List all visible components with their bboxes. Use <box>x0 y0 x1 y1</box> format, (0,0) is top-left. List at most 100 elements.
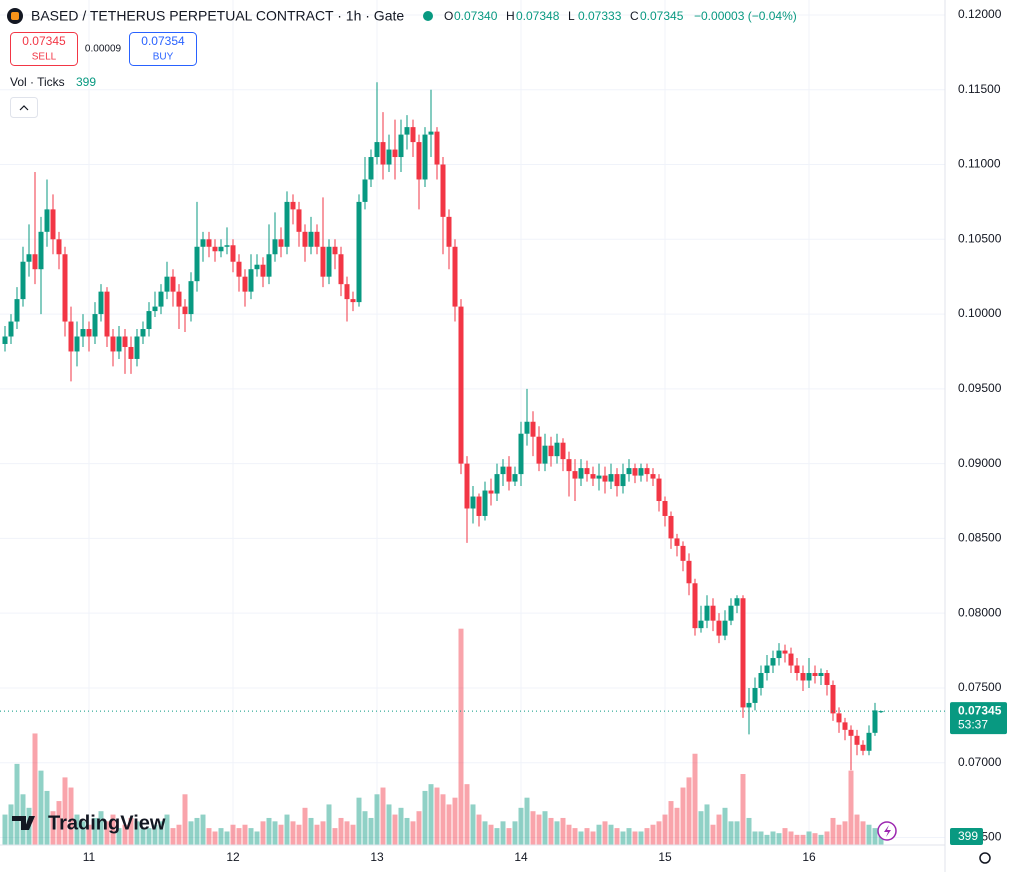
candle-body <box>500 466 506 475</box>
candle-body <box>554 442 560 457</box>
volume-bar <box>500 821 506 845</box>
volume-bar <box>176 824 182 845</box>
volume-bar <box>872 828 878 845</box>
volume-bar <box>350 824 356 845</box>
volume-bar <box>200 814 206 845</box>
candle-body <box>764 665 770 674</box>
chart-title: BASED / TETHERUS PERPETUAL CONTRACT · 1h… <box>31 8 404 24</box>
candle-body <box>548 445 554 457</box>
candle-body <box>236 261 242 277</box>
y-tick-label: 0.11500 <box>958 82 1001 96</box>
y-tick-label: 0.08500 <box>958 531 1002 545</box>
volume-bar <box>380 787 386 845</box>
candle-body <box>20 261 26 300</box>
volume-bar <box>398 807 404 845</box>
candle-layer <box>2 82 884 771</box>
candle-body <box>734 598 740 606</box>
candle-body <box>512 474 518 482</box>
candle-body <box>488 490 494 494</box>
candle-body <box>326 246 332 277</box>
candle-body <box>140 329 146 337</box>
candle-body <box>506 466 512 482</box>
collapse-button[interactable] <box>10 97 38 118</box>
volume-bar <box>314 824 320 845</box>
candle-body <box>308 231 314 247</box>
volume-bar <box>278 824 284 845</box>
candle-body <box>854 735 860 745</box>
candle-body <box>416 142 422 180</box>
volume-bar <box>824 831 830 845</box>
volume-bar <box>368 817 374 845</box>
volume-bar <box>170 828 176 845</box>
volume-bar <box>50 811 56 845</box>
volume-bar <box>578 831 584 845</box>
volume-bar <box>74 814 80 845</box>
volume-bar <box>230 824 236 845</box>
candle-body <box>818 673 824 676</box>
volume-bar <box>284 814 290 845</box>
volume-bar <box>692 753 698 845</box>
volume-bar <box>392 814 398 845</box>
candle-body <box>524 421 530 434</box>
buy-button[interactable] <box>129 32 197 66</box>
volume-bar <box>164 814 170 845</box>
candle-body <box>404 127 410 135</box>
volume-bar <box>374 794 380 845</box>
symbol-icon-mark <box>11 12 19 20</box>
sell-button[interactable] <box>10 32 78 66</box>
volume-bar <box>842 821 848 845</box>
logo-icon <box>12 816 35 830</box>
candle-body <box>80 329 86 337</box>
volume-bar <box>470 804 476 845</box>
candle-body <box>320 246 326 277</box>
volume-bar <box>632 831 638 845</box>
candle-body <box>686 560 692 584</box>
volume-bar <box>752 831 758 845</box>
ohlc-label: L <box>568 9 575 23</box>
candle-body <box>368 157 374 180</box>
volume-bar <box>650 824 656 845</box>
candle-body <box>224 245 230 247</box>
volume-bar <box>518 807 524 845</box>
settings-button[interactable] <box>979 852 991 864</box>
candle-body <box>344 284 350 300</box>
candle-body <box>596 475 602 479</box>
candle-body <box>182 306 188 315</box>
volume-bar <box>2 814 8 845</box>
volume-bar <box>242 824 248 845</box>
candle-body <box>50 209 56 240</box>
market-status[interactable] <box>423 11 433 21</box>
sell-price: 0.07345 <box>22 34 66 48</box>
candle-body <box>254 264 260 270</box>
volume-bar <box>608 824 614 845</box>
candle-body <box>104 291 110 337</box>
candle-body <box>578 468 584 479</box>
volume-bar <box>146 828 152 845</box>
volume-bar <box>158 821 164 845</box>
candle-body <box>674 538 680 546</box>
y-tick-label: 0.07500 <box>958 680 1002 694</box>
volume-bar <box>260 821 266 845</box>
candle-body <box>194 246 200 282</box>
volume-bar <box>338 817 344 845</box>
ohlc-value: 0.07333 <box>578 9 622 23</box>
volume-bar <box>674 807 680 845</box>
candle-body <box>644 468 650 475</box>
buy-price: 0.07354 <box>141 34 185 48</box>
candle-body <box>164 276 170 292</box>
volume-bar <box>638 831 644 845</box>
y-tick-label: 0.09500 <box>958 381 1002 395</box>
candle-body <box>116 336 122 352</box>
candle-body <box>614 474 620 487</box>
candle-body <box>800 673 806 681</box>
volume-bar <box>530 811 536 845</box>
volume-bar <box>686 777 692 845</box>
volume-bar <box>308 817 314 845</box>
x-tick-label: 16 <box>802 850 816 864</box>
volume-bar <box>734 821 740 845</box>
candle-body <box>386 149 392 165</box>
y-tick-label: 0.09000 <box>958 456 1002 470</box>
ohlc-value: 0.07348 <box>516 9 560 23</box>
volume-bar <box>14 763 20 845</box>
candle-body <box>494 474 500 494</box>
